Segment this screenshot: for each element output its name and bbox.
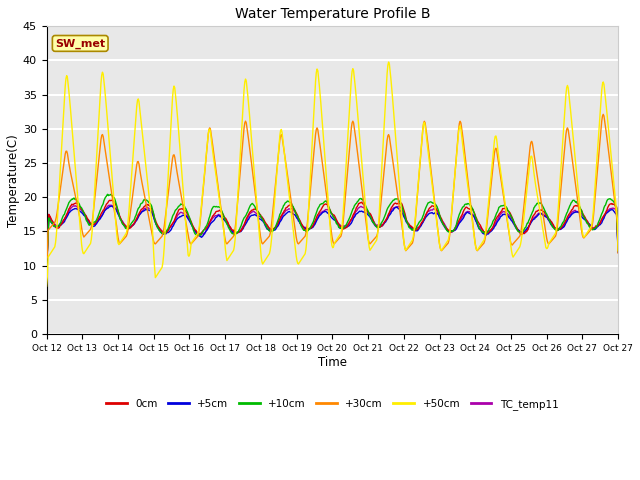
Y-axis label: Temperature(C): Temperature(C)	[7, 134, 20, 227]
X-axis label: Time: Time	[318, 356, 347, 369]
Legend: 0cm, +5cm, +10cm, +30cm, +50cm, TC_temp11: 0cm, +5cm, +10cm, +30cm, +50cm, TC_temp1…	[102, 395, 563, 414]
Title: Water Temperature Profile B: Water Temperature Profile B	[235, 7, 430, 21]
Text: SW_met: SW_met	[55, 38, 105, 48]
